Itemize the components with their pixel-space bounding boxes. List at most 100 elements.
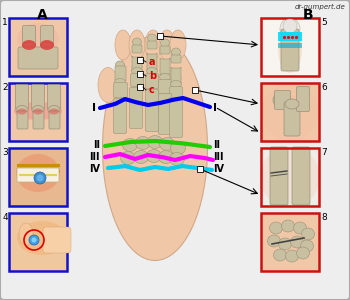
FancyBboxPatch shape [284, 102, 300, 136]
Ellipse shape [145, 30, 161, 60]
FancyBboxPatch shape [43, 227, 71, 253]
Ellipse shape [48, 106, 60, 115]
Ellipse shape [169, 152, 184, 166]
FancyBboxPatch shape [115, 66, 126, 81]
Ellipse shape [17, 109, 27, 115]
Text: 1: 1 [2, 18, 8, 27]
FancyBboxPatch shape [169, 98, 182, 137]
FancyBboxPatch shape [18, 47, 58, 69]
Text: I: I [213, 103, 217, 113]
FancyBboxPatch shape [15, 85, 28, 110]
Circle shape [36, 175, 43, 182]
Ellipse shape [98, 68, 118, 103]
FancyBboxPatch shape [159, 80, 172, 94]
FancyBboxPatch shape [49, 111, 60, 129]
Text: I: I [92, 103, 96, 113]
FancyBboxPatch shape [270, 147, 288, 205]
Ellipse shape [19, 223, 33, 245]
Ellipse shape [16, 154, 60, 192]
FancyBboxPatch shape [261, 148, 319, 206]
FancyBboxPatch shape [197, 166, 203, 172]
Ellipse shape [286, 250, 299, 262]
Ellipse shape [133, 151, 148, 164]
FancyBboxPatch shape [130, 88, 142, 128]
Text: IV: IV [89, 164, 100, 174]
Ellipse shape [160, 137, 175, 151]
Ellipse shape [273, 249, 287, 261]
Ellipse shape [160, 74, 170, 80]
FancyBboxPatch shape [292, 147, 310, 205]
Text: dr-gumpert.de: dr-gumpert.de [294, 4, 345, 10]
Ellipse shape [17, 221, 67, 255]
FancyBboxPatch shape [113, 82, 127, 98]
FancyBboxPatch shape [296, 86, 309, 112]
Ellipse shape [170, 80, 182, 88]
Ellipse shape [135, 136, 150, 149]
Ellipse shape [159, 30, 175, 60]
Text: b: b [149, 71, 156, 81]
Ellipse shape [170, 30, 186, 60]
Ellipse shape [280, 18, 300, 40]
Text: 4: 4 [2, 213, 8, 222]
FancyBboxPatch shape [131, 74, 144, 86]
Circle shape [34, 172, 46, 184]
Ellipse shape [161, 39, 169, 47]
FancyBboxPatch shape [278, 32, 302, 41]
FancyBboxPatch shape [281, 29, 299, 71]
Text: a: a [149, 57, 155, 67]
FancyBboxPatch shape [48, 85, 61, 110]
Text: III: III [213, 152, 224, 162]
Ellipse shape [120, 152, 135, 164]
FancyBboxPatch shape [278, 43, 302, 48]
Text: 3: 3 [2, 148, 8, 157]
Ellipse shape [132, 64, 142, 70]
Ellipse shape [14, 102, 62, 120]
Ellipse shape [270, 222, 282, 234]
Text: A: A [37, 8, 47, 22]
FancyBboxPatch shape [274, 91, 290, 110]
Ellipse shape [281, 220, 294, 232]
FancyBboxPatch shape [147, 53, 157, 70]
Ellipse shape [260, 147, 320, 207]
FancyBboxPatch shape [137, 57, 143, 63]
FancyBboxPatch shape [132, 56, 142, 71]
Ellipse shape [115, 30, 131, 60]
Ellipse shape [122, 139, 138, 152]
FancyBboxPatch shape [157, 33, 163, 39]
Ellipse shape [16, 106, 28, 115]
Ellipse shape [262, 82, 318, 142]
FancyBboxPatch shape [9, 148, 67, 206]
Ellipse shape [283, 19, 297, 33]
Ellipse shape [279, 238, 292, 250]
Text: c: c [149, 85, 155, 95]
FancyBboxPatch shape [171, 55, 181, 63]
FancyBboxPatch shape [261, 213, 319, 271]
FancyBboxPatch shape [9, 213, 67, 271]
Ellipse shape [159, 151, 174, 164]
Text: IV: IV [213, 164, 224, 174]
Ellipse shape [278, 25, 302, 73]
FancyBboxPatch shape [9, 83, 67, 141]
FancyBboxPatch shape [261, 18, 319, 76]
FancyBboxPatch shape [41, 26, 54, 46]
FancyBboxPatch shape [137, 71, 143, 77]
Ellipse shape [133, 38, 141, 46]
Text: B: B [303, 8, 313, 22]
Ellipse shape [172, 48, 181, 56]
FancyBboxPatch shape [171, 67, 181, 83]
Ellipse shape [296, 247, 309, 259]
Ellipse shape [273, 92, 291, 108]
FancyBboxPatch shape [32, 85, 44, 110]
Ellipse shape [160, 68, 170, 74]
Ellipse shape [170, 142, 186, 154]
Text: 5: 5 [321, 18, 327, 27]
Circle shape [32, 238, 36, 242]
FancyBboxPatch shape [261, 83, 319, 141]
FancyBboxPatch shape [146, 74, 159, 88]
FancyBboxPatch shape [192, 87, 198, 93]
FancyBboxPatch shape [9, 18, 67, 76]
Ellipse shape [49, 109, 59, 115]
Text: II: II [93, 140, 100, 150]
FancyBboxPatch shape [22, 26, 35, 46]
Ellipse shape [41, 42, 53, 50]
